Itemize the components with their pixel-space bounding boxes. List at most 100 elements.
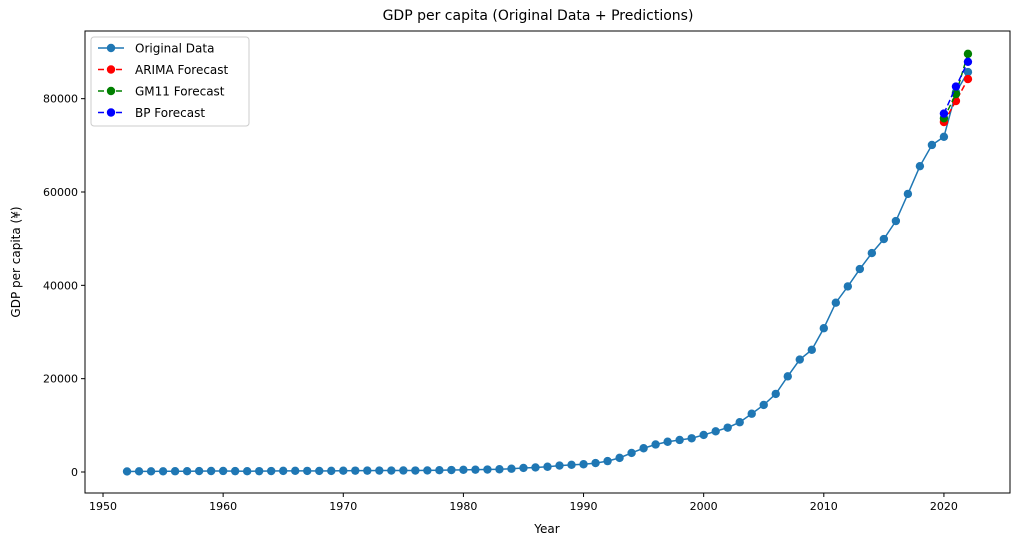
data-point [182, 467, 192, 476]
x-tick-label: 1960 [209, 500, 237, 513]
data-point [519, 463, 528, 473]
y-tick-label: 60000 [43, 186, 78, 199]
data-point [783, 372, 792, 381]
data-point [411, 466, 420, 475]
data-point [495, 465, 504, 474]
x-tick-label: 2000 [690, 500, 718, 513]
data-point [939, 109, 949, 118]
data-point [771, 389, 780, 399]
legend-label: GM11 Forecast [135, 85, 225, 99]
data-point [483, 465, 492, 474]
data-point [327, 466, 336, 476]
data-point [855, 264, 865, 274]
data-point [435, 466, 444, 475]
data-point [747, 409, 756, 418]
x-tick-label: 1980 [449, 500, 477, 513]
data-point [218, 466, 228, 476]
data-point [939, 132, 949, 142]
data-point [639, 444, 648, 453]
x-tick-label: 1950 [89, 500, 117, 513]
y-axis: 0 20000 40000 60000 80000 [43, 93, 85, 479]
x-tick-label: 2010 [810, 500, 838, 513]
data-point [363, 466, 372, 475]
data-point [471, 465, 480, 474]
y-tick-label: 40000 [43, 279, 78, 292]
data-point [963, 49, 973, 59]
data-point [951, 82, 961, 91]
legend-box [90, 36, 250, 127]
data-point [711, 427, 720, 436]
data-point [351, 466, 360, 475]
data-point [687, 434, 696, 443]
data-point [315, 466, 324, 476]
data-point [543, 462, 552, 471]
data-point [459, 465, 468, 475]
data-point [795, 355, 804, 364]
data-point [279, 466, 288, 476]
data-point [963, 67, 973, 77]
data-point [303, 466, 312, 476]
data-point [447, 465, 456, 475]
legend-label: ARIMA Forecast [135, 63, 229, 77]
data-point [627, 448, 636, 458]
series-line [127, 71, 969, 473]
data-point [759, 400, 768, 410]
chart-title: GDP per capita (Original Data + Predicti… [383, 8, 694, 24]
data-point [807, 345, 816, 355]
x-axis: 1950 1960 1970 1980 1990 2000 2010 2020 [89, 493, 958, 513]
data-point [615, 453, 624, 463]
data-point [134, 467, 144, 476]
legend: Original Data ARIMA Forecast GM11 Forecast… [90, 36, 250, 127]
data-point [663, 437, 672, 446]
x-tick-label: 1970 [329, 500, 357, 513]
data-point [230, 466, 240, 476]
data-point [170, 467, 180, 476]
data-point [567, 460, 576, 470]
series-line [943, 78, 969, 123]
data-point [122, 467, 132, 476]
data-point [843, 282, 853, 291]
data-point [723, 423, 732, 432]
data-point [879, 234, 889, 244]
data-point [399, 466, 408, 475]
data-point [291, 466, 300, 476]
x-tick-label: 1990 [570, 500, 598, 513]
data-point [423, 466, 432, 475]
data-point [254, 466, 264, 476]
data-point [339, 466, 348, 475]
data-point [903, 189, 913, 199]
data-point [699, 430, 708, 440]
data-point [507, 464, 516, 473]
data-point [579, 460, 588, 469]
plot-area [84, 30, 1011, 494]
series-points [122, 67, 973, 476]
y-tick-label: 80000 [43, 93, 78, 106]
data-point [603, 456, 612, 466]
data-point [867, 248, 877, 258]
data-point [735, 418, 744, 427]
y-axis-label: GDP per capita (¥) [9, 206, 23, 317]
series-points [939, 57, 973, 118]
data-point [591, 458, 600, 468]
legend-marker [106, 108, 116, 117]
data-point [891, 216, 901, 226]
data-point [206, 466, 216, 476]
data-point [927, 140, 937, 150]
data-point [158, 467, 168, 476]
y-tick-label: 20000 [43, 373, 78, 386]
data-point [963, 57, 973, 66]
legend-marker [106, 43, 116, 53]
legend-label: BP Forecast [135, 106, 205, 120]
x-tick-label: 2020 [930, 500, 958, 513]
legend-marker [106, 86, 116, 96]
data-point [831, 298, 841, 307]
data-point [963, 74, 973, 84]
legend-marker [106, 65, 116, 74]
data-point [375, 466, 384, 475]
data-point [819, 324, 828, 333]
data-point [242, 466, 252, 476]
x-axis-label: Year [533, 522, 559, 536]
data-point [675, 435, 684, 445]
data-point [915, 161, 925, 171]
